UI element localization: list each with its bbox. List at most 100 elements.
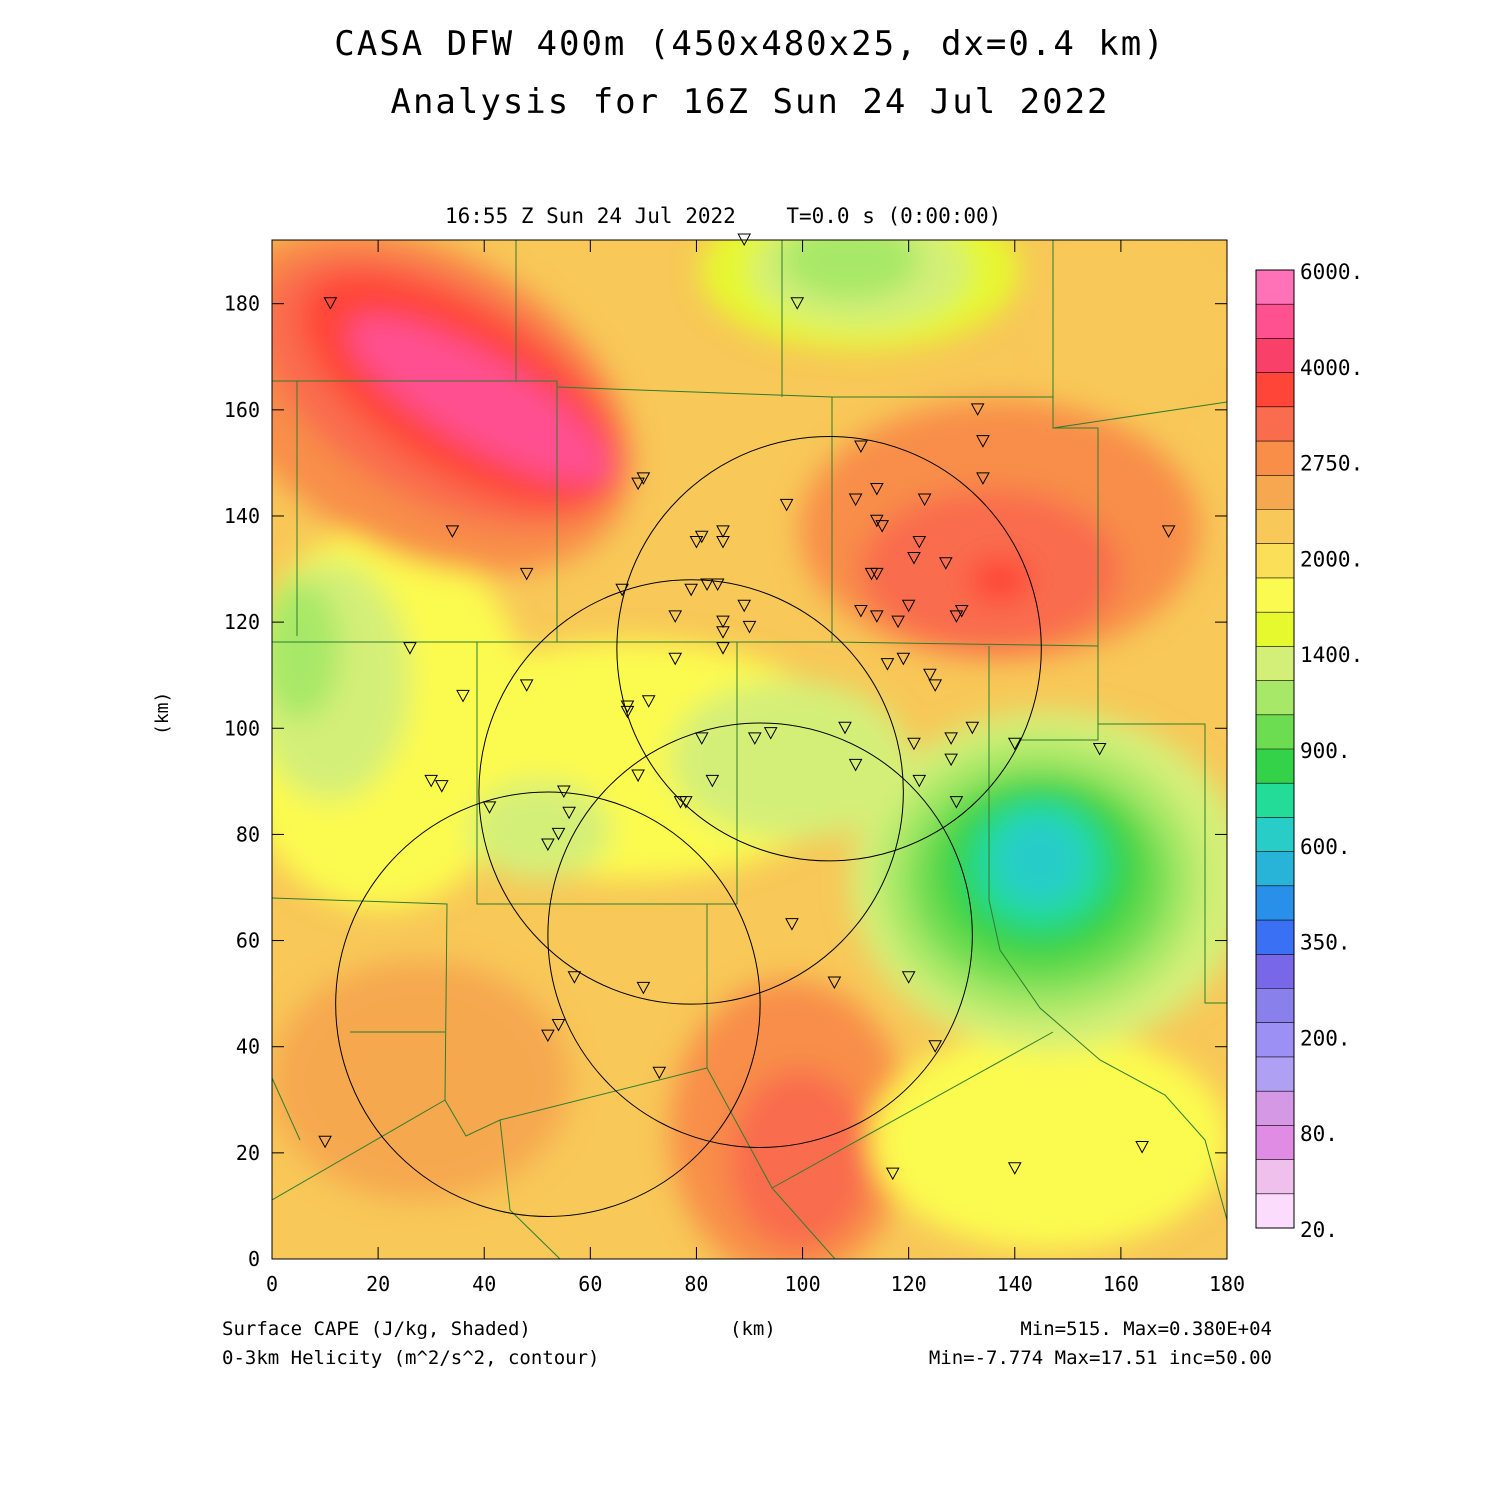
- station-marker: [976, 435, 990, 448]
- station-marker: [456, 689, 470, 703]
- colorbar-segment: [1256, 270, 1294, 305]
- station-marker: [445, 525, 460, 538]
- station-marker: [716, 615, 730, 629]
- colorbar-segment: [1256, 1022, 1294, 1058]
- y-tick-label: 40: [236, 1035, 260, 1059]
- station-marker: [763, 727, 778, 740]
- station-marker: [848, 493, 863, 507]
- colorbar-segment: [1256, 406, 1294, 442]
- station-marker: [694, 732, 709, 745]
- x-axis: 0 20 40 60 80 100 120 140 160 180: [266, 240, 1245, 1296]
- colorbar-label: 6000.: [1300, 260, 1363, 284]
- station-marker: [869, 610, 884, 623]
- station-marker: [907, 737, 921, 751]
- station-marker: [323, 297, 338, 310]
- x-tick-label: 120: [891, 1272, 927, 1296]
- colorbar-label: 20.: [1300, 1218, 1338, 1242]
- station-marker: [949, 610, 964, 623]
- helicity-contour: [478, 579, 904, 1005]
- station-marker: [541, 838, 555, 852]
- station-marker: [668, 610, 683, 623]
- station-marker: [742, 620, 757, 634]
- colorbar-segment: [1256, 1091, 1294, 1126]
- station-marker: [891, 615, 905, 629]
- station-marker: [705, 774, 720, 788]
- radar-stations: [318, 233, 1176, 1181]
- station-marker: [482, 801, 497, 814]
- y-tick-label: 100: [224, 716, 260, 740]
- chart-title-line1: CASA DFW 400m (450x480x25, dx=0.4 km): [334, 24, 1166, 64]
- station-marker: [869, 567, 884, 581]
- colorbar-label: 350.: [1300, 931, 1351, 955]
- colorbar-segment: [1256, 680, 1294, 716]
- station-marker: [880, 658, 895, 671]
- colorbar-label: 900.: [1300, 739, 1351, 763]
- colorbar-segment: [1256, 954, 1294, 989]
- station-marker: [885, 1167, 900, 1181]
- colorbar-segment: [1256, 851, 1294, 887]
- y-tick-label: 60: [236, 929, 260, 953]
- y-tick-label: 140: [224, 504, 260, 528]
- y-tick-label: 0: [248, 1247, 260, 1271]
- station-marker: [901, 599, 916, 613]
- station-marker: [901, 971, 916, 984]
- colorbar-segment: [1256, 475, 1294, 510]
- helicity-contour: [547, 722, 973, 1148]
- colorbar-segment: [1256, 509, 1294, 545]
- station-marker: [631, 477, 645, 491]
- colorbar-segment: [1256, 714, 1294, 750]
- station-marker: [827, 976, 842, 990]
- colorbar-label: 600.: [1300, 835, 1351, 859]
- county-boundaries: [272, 240, 1227, 1259]
- station-marker: [710, 578, 725, 592]
- station-marker: [668, 652, 683, 666]
- station-marker: [716, 642, 730, 655]
- station-marker: [1092, 743, 1107, 756]
- colorbar-label: 80.: [1300, 1122, 1338, 1146]
- x-tick-label: 180: [1209, 1272, 1245, 1296]
- colorbar-segment: [1256, 920, 1294, 955]
- station-marker: [567, 971, 582, 984]
- y-tick-label: 180: [224, 292, 260, 316]
- station-marker: [737, 599, 752, 613]
- colorbar-label: 1400.: [1300, 643, 1363, 667]
- colorbar-segment: [1256, 577, 1294, 613]
- station-marker: [652, 1066, 667, 1080]
- x-tick-label: 60: [578, 1272, 602, 1296]
- colorbar-segment: [1256, 543, 1294, 579]
- colorbar-label: 2000.: [1300, 547, 1363, 571]
- station-marker: [923, 668, 937, 682]
- station-marker: [976, 472, 990, 485]
- chart-title-line2: Analysis for 16Z Sun 24 Jul 2022: [390, 82, 1110, 122]
- plot-frame: [271, 239, 1228, 1260]
- colorbar-segment: [1256, 1125, 1294, 1161]
- x-tick-label: 140: [997, 1272, 1033, 1296]
- station-marker: [318, 1135, 332, 1149]
- y-tick-label: 120: [224, 610, 260, 634]
- station-marker: [519, 567, 534, 581]
- station-marker: [779, 498, 794, 512]
- station-marker: [854, 440, 868, 454]
- colorbar-label: 2750.: [1300, 452, 1363, 476]
- colorbar-label: 200.: [1300, 1026, 1351, 1050]
- station-marker: [700, 578, 714, 592]
- colorbar-segment: [1256, 1056, 1294, 1092]
- valid-time-label: 16:55 Z Sun 24 Jul 2022 T=0.0 s (0:00:00…: [445, 204, 1002, 228]
- colorbar-segment: [1256, 441, 1294, 476]
- station-marker: [970, 403, 985, 416]
- station-marker: [1161, 525, 1176, 538]
- colorbar-segment: [1256, 612, 1294, 647]
- contour-field-caption: 0-3km Helicity (m^2/s^2, contour): [222, 1347, 600, 1369]
- shaded-field-stats: Min=515. Max=0.380E+04: [1020, 1318, 1272, 1340]
- colorbar-segment: [1256, 1193, 1294, 1229]
- colorbar-segment: [1256, 304, 1294, 339]
- contour-field-stats: Min=-7.774 Max=17.51 inc=50.00: [928, 1347, 1272, 1369]
- station-marker: [620, 705, 635, 719]
- colorbar-segment: [1256, 372, 1294, 408]
- y-tick-label: 80: [236, 822, 260, 846]
- station-marker: [875, 520, 889, 533]
- station-marker: [694, 530, 709, 544]
- station-marker: [684, 583, 698, 597]
- shaded-field-caption: Surface CAPE (J/kg, Shaded): [222, 1318, 531, 1340]
- station-marker: [790, 297, 805, 310]
